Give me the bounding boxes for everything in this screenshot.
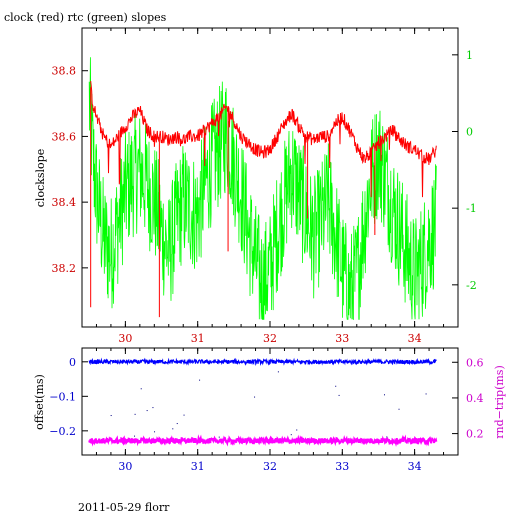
offset-outlier-point [110, 415, 112, 417]
offset-outlier-point [338, 394, 340, 396]
y-tick-label: −0.2 [49, 425, 76, 438]
rtc-slope-series-line [88, 57, 437, 321]
y2-tick-label: 0 [466, 126, 473, 139]
offset-outlier-point [152, 407, 154, 409]
y2-tick-label: 1 [466, 49, 473, 62]
y2-tick-label: 0.2 [466, 428, 484, 441]
x-tick-label: 33 [335, 332, 349, 345]
top-plot-frame [81, 27, 459, 328]
x-tick-label: 30 [118, 332, 132, 345]
round-trip-series-line [88, 434, 438, 447]
y2-tick-label: 0.6 [466, 356, 484, 369]
offset-outlier-point [218, 436, 220, 438]
footer-label: 2011-05-29 florr [78, 501, 170, 512]
x-tick-label: 31 [191, 332, 205, 345]
offset-outlier-point [140, 388, 142, 390]
offset-outlier-point [154, 431, 156, 433]
bottom-y-axis-title: offset(ms) [33, 374, 46, 430]
offset-series-line [88, 357, 437, 367]
x-tick-label: 32 [263, 332, 277, 345]
offset-outlier-point [134, 435, 136, 437]
offset-outlier-point [386, 436, 388, 438]
y-tick-label: −0.1 [49, 390, 76, 403]
x-tick-label: 30 [118, 460, 132, 473]
y-tick-label: 0 [69, 356, 76, 369]
chart-title: clock (red) rtc (green) slopes [4, 11, 167, 24]
y2-tick-label: -2 [466, 279, 477, 292]
y-tick-label: 38.8 [52, 65, 77, 78]
bottom-panel: 30 31 32 33 340−0.1−0.20.60.40.2 offset(ms) … [33, 347, 506, 473]
x-tick-label: 34 [408, 460, 422, 473]
offset-outlier-point [176, 423, 178, 425]
clock-slope-series-line [90, 81, 437, 198]
y2-tick-label: 0.4 [466, 392, 484, 405]
bottom-y2-axis-title: rnd−trip(ms) [493, 365, 506, 439]
top-panel: 30 31 32 33 34 38.2 38.4 38.6 38.8 -2 -1 0 1 clocksl… [34, 27, 477, 345]
offset-outlier-point [146, 410, 148, 412]
x-tick-label: 33 [335, 460, 349, 473]
offset-outlier-point [183, 414, 185, 416]
offset-outlier-point [398, 408, 400, 410]
offset-outlier-point [290, 434, 292, 436]
offset-outlier-point [199, 379, 201, 381]
y-tick-label: 38.4 [52, 196, 77, 209]
x-tick-label: 32 [263, 460, 277, 473]
offset-outlier-point [296, 429, 298, 431]
offset-outlier-point [172, 428, 174, 430]
offset-outlier-point [335, 385, 337, 387]
top-y-axis-title: clockslope [34, 149, 47, 207]
offset-outlier-point [425, 393, 427, 395]
x-tick-label: 34 [408, 332, 422, 345]
offset-outlier-point [277, 371, 279, 373]
y-tick-label: 38.2 [52, 262, 77, 275]
x-tick-label: 31 [191, 460, 205, 473]
offset-outlier-point [383, 394, 385, 396]
offset-outlier-point [134, 413, 136, 415]
y-tick-label: 38.6 [52, 130, 77, 143]
y2-tick-label: -1 [466, 202, 477, 215]
offset-outlier-point [254, 396, 256, 398]
